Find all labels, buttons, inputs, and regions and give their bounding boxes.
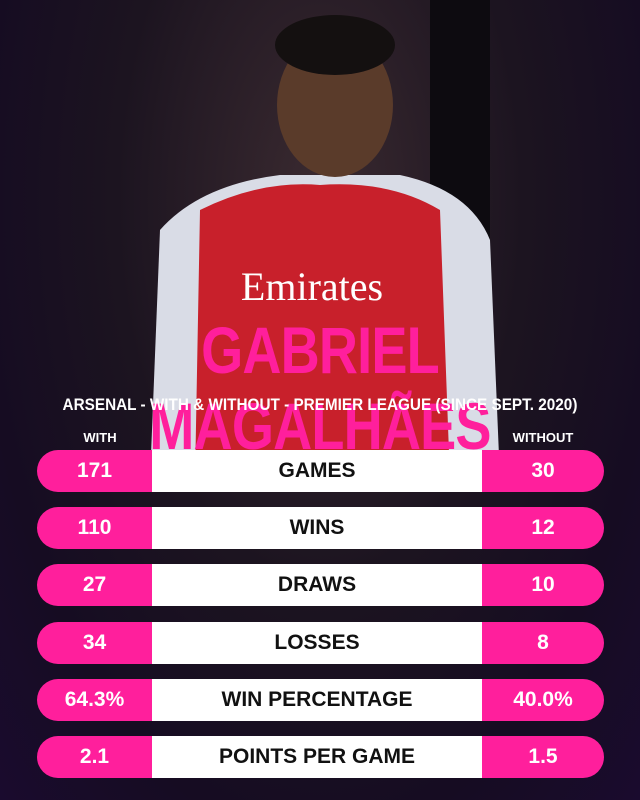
column-header: WITH [83,430,117,445]
label-band [152,507,482,550]
stat-row: 110 WINS 12 [37,507,604,550]
without-value: 40.0% [513,687,573,711]
label-band [152,564,482,607]
stat-label: WIN PERCENTAGE [221,687,413,711]
stat-row: 27 DRAWS 10 [37,564,604,607]
subtitle: ARSENAL - WITH & WITHOUT - PREMIER LEAGU… [62,395,578,414]
with-value: 110 [77,516,112,540]
with-value: 34 [82,630,107,654]
stat-row: 64.3% WIN PERCENTAGE 40.0% [37,678,604,721]
player-photo: Emirates [150,0,500,480]
stat-row: 171 GAMES 30 [37,450,604,492]
stat-label: DRAWS [277,573,357,597]
with-value: 171 [76,459,113,482]
stat-row: 34 LOSSES 8 [37,621,604,664]
label-band [152,450,482,492]
hair [275,15,395,75]
label-band [152,736,482,778]
without-value: 10 [531,573,555,597]
without-value: 12 [531,516,555,540]
without-value: 1.5 [528,745,558,768]
without-value: 8 [537,630,549,654]
with-value: 27 [82,573,107,597]
stat-label: POINTS PER GAME [218,745,416,768]
stat-label: WINS [289,516,345,540]
sponsor-logo: Emirates [241,264,383,309]
stat-label: LOSSES [274,630,360,654]
with-value: 64.3% [64,687,125,711]
stat-label: GAMES [278,459,356,482]
without-value: 30 [531,459,555,482]
with-value: 2.1 [79,745,110,768]
column-header: WITHOUT [512,430,574,445]
stat-row: 2.1 POINTS PER GAME 1.5 [37,736,604,778]
label-band [152,678,482,721]
shirt [195,184,450,480]
label-band [152,621,482,664]
